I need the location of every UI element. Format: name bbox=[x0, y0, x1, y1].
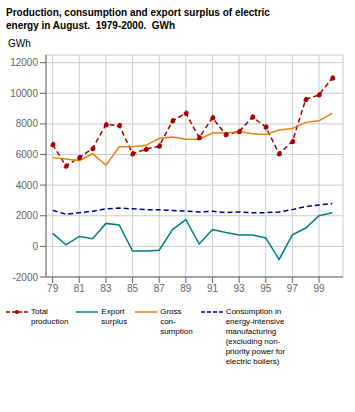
html-text:Total production: Total production bbox=[31, 307, 69, 326]
svg-text:91: 91 bbox=[207, 283, 219, 294]
svg-text:10000: 10000 bbox=[10, 88, 38, 99]
svg-text:81: 81 bbox=[74, 283, 86, 294]
svg-text:83: 83 bbox=[100, 283, 112, 294]
svg-text:12000: 12000 bbox=[10, 57, 38, 68]
html-text:Gross con- sumption: Gross con- sumption bbox=[160, 307, 193, 336]
svg-text:-2000: -2000 bbox=[12, 272, 38, 283]
svg-text:89: 89 bbox=[180, 283, 192, 294]
svg-text:93: 93 bbox=[234, 283, 246, 294]
svg-text:95: 95 bbox=[260, 283, 272, 294]
html-text:Export surplus: Export surplus bbox=[101, 307, 128, 326]
svg-text:8000: 8000 bbox=[16, 118, 39, 129]
svg-text:87: 87 bbox=[154, 283, 166, 294]
svg-text:4000: 4000 bbox=[16, 180, 39, 191]
html-text:GWh: GWh bbox=[8, 38, 31, 49]
svg-text:2000: 2000 bbox=[16, 210, 39, 221]
html-text:Consumption in energy-intensiv: Consumption in energy-intensive manufact… bbox=[225, 307, 286, 366]
svg-text:85: 85 bbox=[127, 283, 139, 294]
svg-text:6000: 6000 bbox=[16, 149, 39, 160]
svg-text:0: 0 bbox=[32, 241, 38, 252]
svg-text:79: 79 bbox=[47, 283, 59, 294]
svg-text:99: 99 bbox=[313, 283, 325, 294]
svg-text:97: 97 bbox=[287, 283, 299, 294]
html-text:Production, consumption and ex: Production, consumption and export surpl… bbox=[6, 7, 270, 31]
